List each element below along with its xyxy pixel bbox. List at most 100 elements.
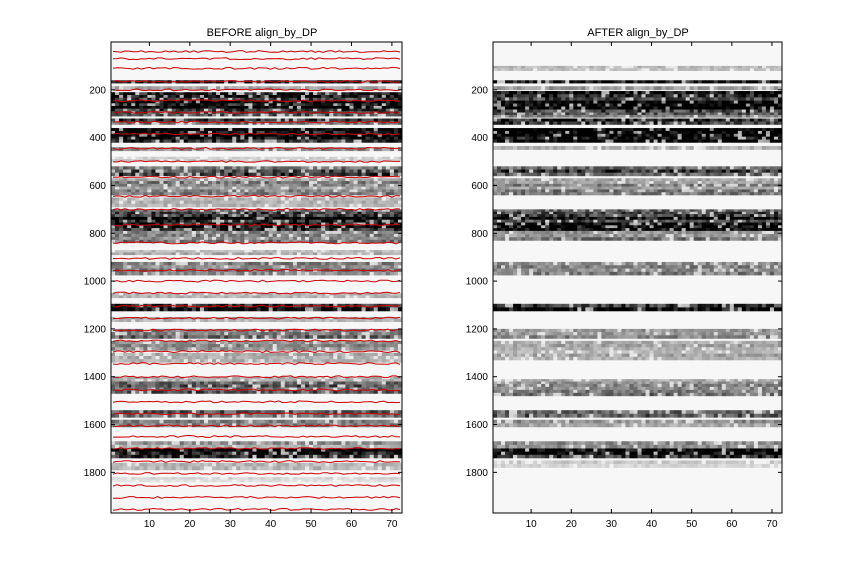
left-overlay-line <box>112 412 401 416</box>
left-heatmap-band <box>111 352 403 363</box>
right-heatmap-band <box>493 118 783 125</box>
right-heatmap-band <box>493 209 783 215</box>
left-x-tick-label: 70 <box>386 519 398 530</box>
left-overlay-line <box>112 484 401 487</box>
right-axis-ticks: 10 20 30 40 50 60 70 200 400 600 800 1000 1200 1400 16… <box>466 42 782 530</box>
left-heatmap-band <box>111 250 403 256</box>
right-x-tick-label: 70 <box>766 519 778 530</box>
left-overlay-line <box>112 495 401 499</box>
right-heatmap-band <box>493 146 783 150</box>
left-panel-title: BEFORE align_by_DP <box>207 27 318 39</box>
right-y-tick-label: 1600 <box>466 420 489 431</box>
left-overlay-line <box>112 304 401 308</box>
left-heatmap-band <box>111 128 403 143</box>
left-overlay-line <box>112 507 401 511</box>
left-heatmap-band <box>111 441 403 449</box>
left-overlay-line <box>112 460 401 464</box>
left-overlay-line <box>112 88 401 92</box>
right-heatmap-band <box>493 166 783 177</box>
left-y-tick-label: 800 <box>89 229 106 240</box>
right-heatmap-band <box>493 419 783 428</box>
left-overlay-line <box>112 57 401 61</box>
right-heatmap-band <box>493 178 783 196</box>
left-overlay-line <box>112 207 401 211</box>
left-heatmap-band <box>111 86 403 91</box>
left-heatmap-band <box>111 261 403 276</box>
left-heatmap-band <box>111 197 403 208</box>
left-heatmap-band <box>111 316 403 323</box>
left-panel: BEFORE align_by_DP 10 20 30 40 50 60 70 200 400 6… <box>84 27 403 530</box>
left-heatmap-band <box>111 477 403 483</box>
left-y-tick-label: 1400 <box>84 372 107 383</box>
left-overlay-line <box>112 120 401 124</box>
left-overlay-line <box>112 328 401 332</box>
left-y-tick-label: 1200 <box>84 324 107 335</box>
left-overlay-line <box>112 388 401 392</box>
left-overlay-line <box>112 223 401 227</box>
right-heatmap-band <box>493 91 783 101</box>
left-overlay-line <box>112 472 401 475</box>
left-x-tick-label: 30 <box>225 519 237 530</box>
right-heatmap-band <box>493 128 783 143</box>
left-overlay-line <box>112 434 401 438</box>
left-overlay-line <box>112 146 401 150</box>
left-y-tick-label: 200 <box>89 85 106 96</box>
right-y-tick-label: 200 <box>471 85 488 96</box>
left-heatmap-band <box>111 410 403 418</box>
left-heatmap-band <box>111 100 403 112</box>
left-overlay-line <box>112 424 400 428</box>
right-heatmap-band <box>493 214 783 232</box>
left-heatmap-band <box>111 376 403 382</box>
left-x-tick-label: 40 <box>265 519 277 530</box>
left-overlay-line <box>113 316 401 320</box>
left-y-tick-label: 1000 <box>84 277 107 288</box>
left-heatmap-band <box>111 166 403 177</box>
left-overlay-line <box>112 66 401 70</box>
right-heatmap-band <box>493 379 783 385</box>
left-x-tick-label: 60 <box>346 519 358 530</box>
right-heatmap-band <box>493 261 783 276</box>
right-y-tick-label: 800 <box>471 229 488 240</box>
left-y-tick-label: 600 <box>89 181 106 192</box>
left-overlay-line <box>112 339 401 343</box>
left-heatmap-band <box>111 214 403 232</box>
right-heatmap-band <box>493 340 783 361</box>
left-overlay-line <box>112 268 401 272</box>
left-overlay-line <box>112 447 401 450</box>
left-overlay-line <box>112 99 401 103</box>
left-heatmap-band <box>111 209 403 215</box>
right-y-tick-label: 1200 <box>466 324 489 335</box>
right-x-tick-label: 20 <box>566 519 578 530</box>
right-heatmap-band <box>493 112 783 118</box>
left-x-tick-label: 20 <box>184 519 196 530</box>
left-overlay-line <box>112 50 401 53</box>
left-heatmap-band <box>111 448 403 459</box>
left-heatmap-band <box>111 340 403 351</box>
left-overlay-line <box>113 256 401 260</box>
left-y-tick-label: 1800 <box>84 468 107 479</box>
left-overlay-line <box>112 362 401 366</box>
left-overlay-line <box>112 111 401 115</box>
left-overlay-line <box>112 291 401 295</box>
right-heatmap-band <box>493 328 783 339</box>
left-heatmap-band <box>111 381 403 394</box>
right-y-tick-label: 1400 <box>466 372 489 383</box>
right-y-tick-label: 1000 <box>466 277 489 288</box>
right-heatmap <box>493 42 783 513</box>
right-heatmap-band <box>493 303 783 312</box>
right-heatmap-band <box>493 410 783 418</box>
left-y-tick-label: 1600 <box>84 420 107 431</box>
right-x-tick-label: 30 <box>606 519 618 530</box>
right-heatmap-band <box>493 230 783 241</box>
left-heatmap-band <box>111 178 403 196</box>
right-y-tick-label: 600 <box>471 181 488 192</box>
right-heatmap-band <box>493 80 783 84</box>
left-heatmap-band <box>111 230 403 244</box>
left-heatmap-band <box>111 293 403 299</box>
right-axes-frame <box>492 41 783 514</box>
left-overlay-line <box>113 375 401 379</box>
left-x-tick-label: 50 <box>306 519 318 530</box>
left-overlay-line <box>112 194 401 198</box>
right-x-tick-label: 50 <box>686 519 698 530</box>
